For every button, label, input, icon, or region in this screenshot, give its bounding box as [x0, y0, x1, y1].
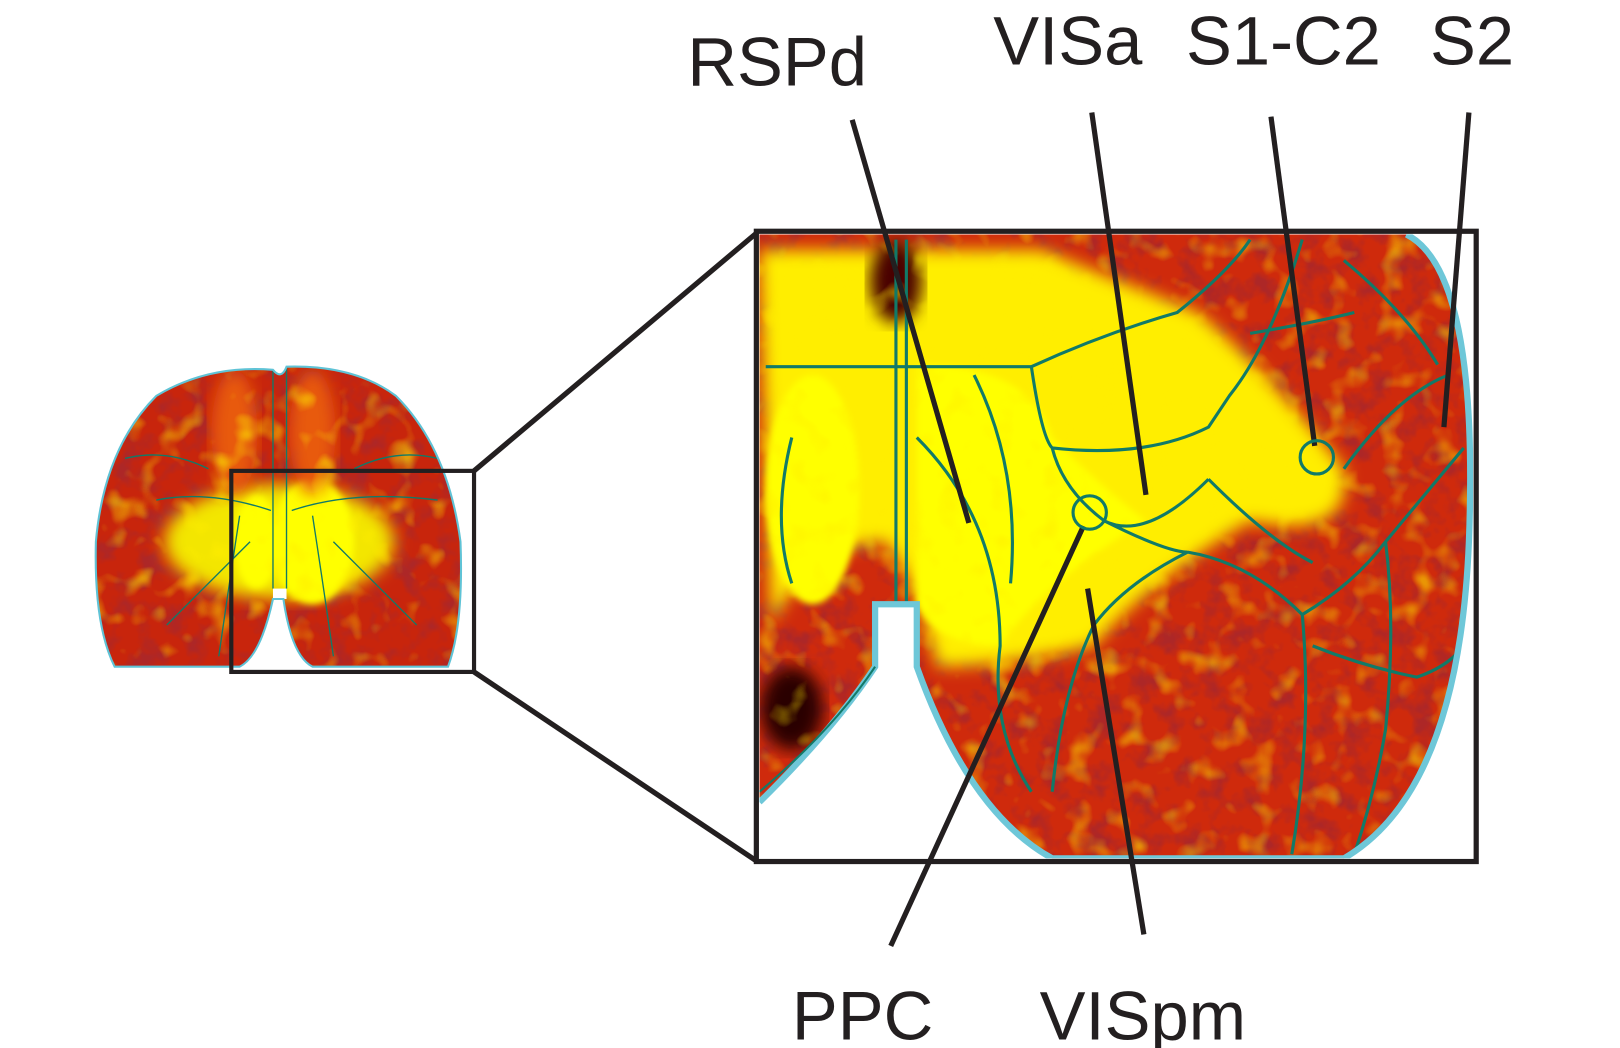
leader-line: [1441, 112, 1472, 428]
leader-line: [1089, 112, 1149, 496]
leader-line: [849, 119, 972, 524]
zoomed-map: [759, 234, 1474, 859]
zoom-line: [472, 669, 759, 864]
region-label: PPC: [792, 978, 933, 1048]
region-label: VISa: [993, 3, 1143, 80]
inset-box: [229, 468, 477, 675]
roi-circle: [1071, 494, 1108, 531]
zoom-box: [753, 228, 1479, 865]
roi-circle: [1298, 439, 1336, 476]
region-label: VISpm: [1040, 978, 1246, 1048]
small-brain-map: [95, 366, 462, 667]
leader-line: [888, 524, 1086, 947]
region-label: RSPd: [687, 23, 867, 100]
small-brain-outline: [94, 365, 463, 668]
leader-line: [1268, 116, 1318, 447]
zoom-line: [472, 230, 760, 473]
region-label: S1-C2: [1186, 3, 1381, 80]
region-label: S2: [1430, 3, 1514, 80]
leader-line: [1085, 588, 1147, 935]
